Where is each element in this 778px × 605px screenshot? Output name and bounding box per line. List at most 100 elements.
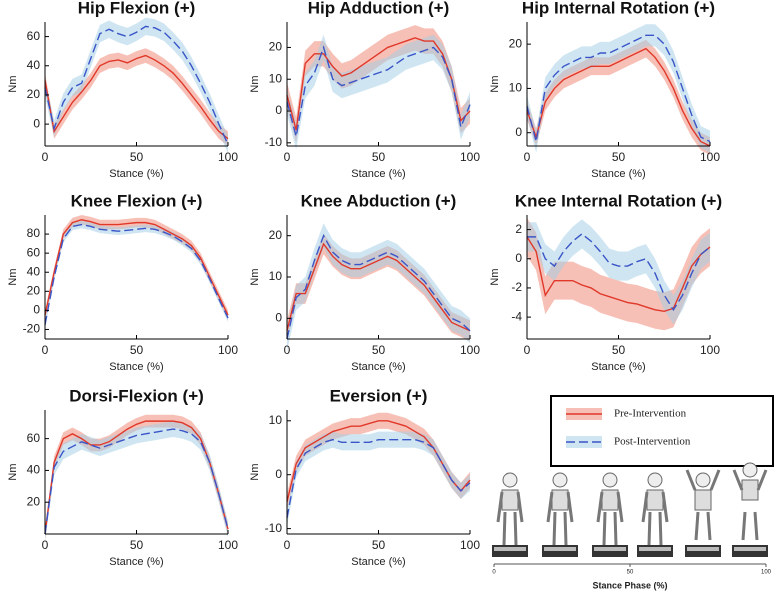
- legend-box: [550, 395, 774, 467]
- skull: [695, 472, 711, 488]
- illustration-tick-label: 50: [627, 570, 634, 576]
- band: [527, 219, 710, 325]
- illustration-label: Stance Phase (%): [592, 580, 667, 590]
- x-tick-label: 0: [42, 538, 49, 552]
- y-tick-label: 0: [275, 311, 282, 325]
- x-tick-label: 50: [372, 538, 386, 552]
- series-line: [44, 219, 229, 316]
- y-tick-label: 0: [275, 103, 282, 117]
- y-tick-label: 0: [33, 303, 40, 317]
- y-tick-label: 40: [27, 264, 41, 278]
- y-tick-label: 0: [275, 467, 282, 481]
- x-axis-label: Stance (%): [351, 168, 405, 180]
- band: [527, 24, 710, 153]
- y-tick-label: -20: [23, 322, 41, 336]
- x-tick-label: 100: [460, 538, 480, 552]
- band: [45, 220, 228, 329]
- band: [45, 421, 228, 542]
- x-axis-label: Stance (%): [109, 556, 163, 568]
- y-tick-label: 2: [515, 222, 522, 236]
- x-tick-label: 50: [130, 538, 144, 552]
- y-tick-label: 80: [27, 226, 41, 240]
- x-tick-label: 50: [372, 343, 386, 357]
- series-line: [44, 54, 229, 140]
- ribcage: [646, 489, 664, 511]
- ribcage: [601, 489, 619, 511]
- chart-title: Knee Internal Rotation (+): [515, 191, 722, 210]
- x-tick-label: 0: [284, 150, 291, 164]
- y-tick-label: -10: [265, 521, 283, 535]
- x-tick-label: 100: [218, 150, 238, 164]
- x-tick-label: 100: [700, 343, 720, 357]
- x-axis-label: Stance (%): [351, 556, 405, 568]
- skull: [602, 472, 618, 488]
- band: [287, 431, 470, 526]
- skull: [552, 472, 568, 488]
- x-axis-label: Stance (%): [591, 168, 645, 180]
- skull: [502, 472, 518, 488]
- chart-title: Knee Abduction (+): [301, 191, 457, 210]
- x-tick-label: 0: [42, 150, 49, 164]
- chart-title: Dorsi-Flexion (+): [69, 386, 204, 405]
- platform-top: [687, 547, 719, 551]
- x-tick-label: 100: [700, 150, 720, 164]
- platform-top: [494, 547, 526, 551]
- y-axis-label: Nm: [7, 463, 19, 480]
- platform-top: [734, 547, 766, 551]
- y-axis-label: Nm: [249, 268, 261, 285]
- series-line: [286, 37, 471, 131]
- y-tick-label: -2: [511, 280, 522, 294]
- y-tick-label: 40: [27, 58, 41, 72]
- x-tick-label: 50: [612, 150, 626, 164]
- y-tick-label: 20: [27, 283, 41, 297]
- y-tick-label: 0: [515, 125, 522, 139]
- series-line: [286, 45, 471, 137]
- y-axis-label: Nm: [7, 268, 19, 285]
- x-tick-label: 0: [284, 343, 291, 357]
- ribcage: [501, 489, 519, 511]
- y-tick-label: 20: [27, 494, 41, 508]
- platform-top: [544, 547, 576, 551]
- y-axis-label: Nm: [489, 268, 501, 285]
- x-axis-label: Stance (%): [591, 361, 645, 373]
- y-tick-label: -4: [511, 309, 522, 323]
- illustration-tick-label: 100: [761, 570, 772, 576]
- x-tick-label: 100: [460, 343, 480, 357]
- chart-title: Hip Adduction (+): [308, 0, 450, 17]
- skull: [647, 472, 663, 488]
- x-tick-label: 50: [612, 343, 626, 357]
- y-tick-label: -10: [265, 135, 283, 149]
- ribcage: [694, 489, 712, 511]
- limbs: [596, 491, 624, 546]
- y-tick-label: 10: [269, 71, 283, 85]
- legend-label: Post-Intervention: [614, 436, 691, 448]
- y-tick-label: 20: [27, 87, 41, 101]
- y-tick-label: 0: [33, 116, 40, 130]
- series-line: [286, 438, 471, 518]
- x-tick-label: 0: [524, 343, 531, 357]
- y-tick-label: 20: [509, 36, 523, 50]
- series-line: [44, 428, 229, 535]
- platform-top: [639, 547, 671, 551]
- x-tick-label: 0: [524, 150, 531, 164]
- y-tick-label: 60: [27, 431, 41, 445]
- y-tick-label: 10: [269, 269, 283, 283]
- series-line: [526, 236, 711, 312]
- limbs: [546, 491, 574, 546]
- y-axis-label: Nm: [249, 75, 261, 92]
- y-tick-label: 20: [269, 228, 283, 242]
- ribcage: [741, 479, 759, 501]
- y-axis-label: Nm: [489, 75, 501, 92]
- x-tick-label: 100: [218, 538, 238, 552]
- chart-title: Eversion (+): [330, 386, 428, 405]
- skull: [742, 462, 758, 478]
- series-line: [286, 242, 471, 332]
- illustration-tick-label: 0: [492, 570, 496, 576]
- y-tick-label: 10: [509, 81, 523, 95]
- x-tick-label: 50: [372, 150, 386, 164]
- x-tick-label: 50: [130, 343, 144, 357]
- band: [287, 223, 470, 352]
- band: [287, 25, 470, 143]
- x-tick-label: 100: [460, 150, 480, 164]
